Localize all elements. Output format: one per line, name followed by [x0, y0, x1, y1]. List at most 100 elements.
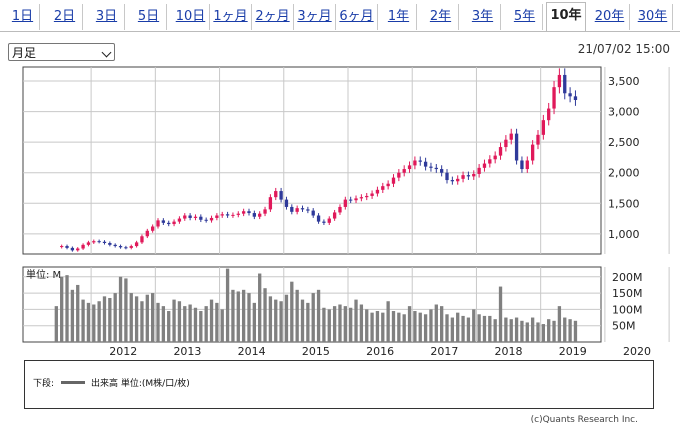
- candle-body: [161, 220, 166, 223]
- candle-body: [327, 218, 331, 223]
- volume-bar: [118, 276, 123, 342]
- candle-body: [311, 210, 315, 216]
- tab-7[interactable]: 3ヶ月: [294, 4, 336, 30]
- volume-bar: [514, 317, 519, 342]
- tab-9[interactable]: 1年: [381, 4, 417, 30]
- candle-body: [450, 180, 455, 182]
- tab-8[interactable]: 6ヶ月: [336, 4, 378, 30]
- candle-body: [215, 215, 219, 218]
- volume-bar: [290, 281, 294, 342]
- tab-10[interactable]: 2年: [423, 4, 459, 30]
- tab-12[interactable]: 5年: [507, 4, 543, 30]
- tab-14[interactable]: 20年: [590, 4, 630, 30]
- volume-bar: [193, 307, 198, 342]
- x-tick-label: 2016: [366, 345, 394, 358]
- candle-body: [349, 199, 353, 201]
- candle-body: [541, 120, 546, 135]
- volume-bar: [241, 289, 246, 342]
- price-panel: [22, 66, 602, 255]
- candle-body: [434, 167, 438, 170]
- tab-2[interactable]: 3日: [89, 4, 125, 30]
- volume-bar: [129, 293, 133, 342]
- tab-3[interactable]: 5日: [131, 4, 167, 30]
- volume-bar: [477, 314, 481, 342]
- x-tick-label: 2013: [173, 345, 201, 358]
- tab-13[interactable]: 10年: [546, 2, 586, 32]
- volume-bar: [263, 288, 267, 342]
- volume-bar: [183, 306, 187, 342]
- candle-body: [279, 191, 283, 200]
- tab-5[interactable]: 1ヶ月: [210, 4, 252, 30]
- volume-bar: [332, 306, 337, 342]
- candle-body: [300, 208, 305, 210]
- candle-body: [552, 87, 556, 109]
- volume-bar: [504, 317, 508, 342]
- volume-bar: [86, 302, 91, 342]
- volume-bar: [65, 275, 69, 342]
- candle-body: [397, 172, 401, 178]
- volume-bar: [520, 320, 524, 342]
- volume-bar: [349, 307, 353, 342]
- candle-body: [209, 217, 214, 221]
- candle-body: [477, 167, 481, 174]
- candle-body: [140, 236, 144, 243]
- volume-bar: [536, 322, 540, 342]
- candle-body: [65, 246, 69, 248]
- volume-bar: [268, 296, 273, 342]
- volume-unit-label: 単位: M: [26, 268, 61, 281]
- candle-body: [413, 160, 417, 166]
- volume-bar: [215, 302, 219, 342]
- candle-body: [183, 215, 187, 219]
- tab-11[interactable]: 3年: [465, 4, 501, 30]
- legend-box: 下段: 出来高 単位:(M株/口/枚): [24, 360, 654, 409]
- candle-body: [129, 246, 133, 248]
- volume-bar: [359, 304, 364, 342]
- candle-body: [365, 195, 369, 198]
- volume-bar: [482, 315, 487, 342]
- candle-body: [102, 241, 107, 243]
- tab-4[interactable]: 10日: [172, 4, 210, 30]
- candle-body: [386, 183, 390, 187]
- candle-body: [113, 244, 117, 247]
- candle-body: [338, 206, 342, 213]
- candle-body: [220, 214, 224, 216]
- volume-bar: [530, 317, 535, 342]
- period-select-value: 月足: [12, 46, 37, 60]
- price-y-tick-label: 2,500: [608, 136, 640, 149]
- candle-body: [354, 198, 358, 201]
- volume-bar: [140, 301, 144, 342]
- candle-body: [391, 177, 396, 184]
- tab-0[interactable]: 1日: [6, 4, 40, 30]
- volume-bar: [188, 304, 192, 342]
- volume-bar: [300, 299, 305, 342]
- candle-body: [134, 242, 139, 247]
- candle-body: [439, 169, 444, 173]
- volume-bar: [316, 289, 321, 342]
- volume-bar: [413, 311, 417, 342]
- volume-bar: [418, 312, 422, 342]
- volume-bar: [466, 317, 471, 342]
- candle-body: [204, 219, 208, 221]
- candle-body: [488, 159, 492, 164]
- tab-6[interactable]: 2ヶ月: [252, 4, 294, 30]
- volume-bar: [541, 324, 546, 342]
- volume-bar: [209, 299, 214, 342]
- legend-prefix: 下段:: [33, 379, 55, 389]
- legend-volume-label: 出来高 単位:(M株/口/枚): [91, 379, 190, 389]
- tab-1[interactable]: 2日: [47, 4, 83, 30]
- price-y-tick-label: 1,000: [608, 228, 640, 241]
- candle-body: [284, 199, 289, 207]
- candle-body: [375, 189, 380, 194]
- tab-underline: [0, 31, 680, 32]
- candle-body: [525, 160, 529, 170]
- legend-volume-swatch: [61, 381, 85, 384]
- candle-body: [145, 230, 149, 237]
- tab-15[interactable]: 30年: [633, 4, 673, 30]
- candle-body: [268, 197, 273, 210]
- volume-bar: [429, 309, 433, 342]
- price-y-tick-label: 1,500: [608, 197, 640, 210]
- x-tick-label: 2019: [559, 345, 587, 358]
- period-select[interactable]: 月足: [8, 43, 115, 61]
- x-tick-label: 2015: [302, 345, 330, 358]
- volume-bar: [461, 315, 465, 342]
